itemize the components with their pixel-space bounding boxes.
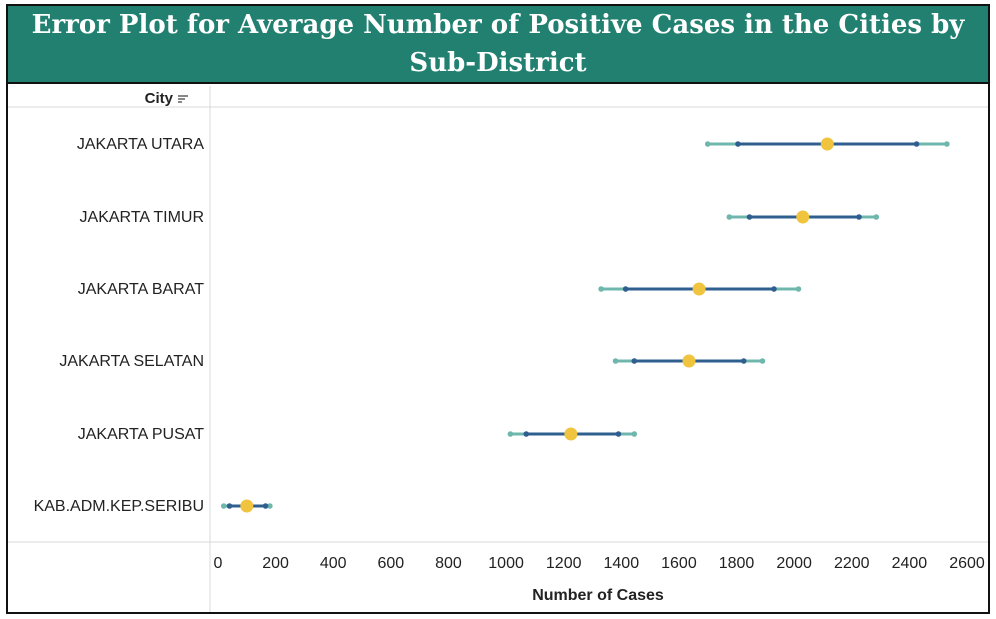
outer-low-point [220,503,227,509]
category-label: JAKARTA BARAT [78,281,204,298]
x-axis-ticks: 0 200 400 600 800 1000 1200 1400 1600 1800 2000 220… [214,555,985,572]
category-labels: JAKARTA UTARA JAKARTA TIMUR JAKARTA BARAT J… [34,136,205,515]
outer-high-point [873,214,880,220]
inner-high-point [740,358,747,364]
inner-high-point [615,431,622,437]
outer-low-point [704,141,711,147]
inner-low-point [226,503,233,509]
category-label: JAKARTA UTARA [77,136,204,153]
inner-low-point [746,214,753,220]
category-label: JAKARTA PUSAT [78,426,204,443]
error-bars [220,137,950,513]
inner-high-point [856,214,862,220]
x-tick-label: 1400 [604,555,640,572]
category-label: JAKARTA SELATAN [59,353,204,370]
x-tick-label: 800 [435,555,462,572]
sort-descending-icon[interactable] [178,95,188,103]
inner-low-point [631,358,638,364]
inner-high-point [913,141,920,147]
category-label: JAKARTA TIMUR [80,209,204,226]
category-label: KAB.ADM.KEP.SERIBU [34,498,204,515]
average-point [682,354,696,368]
average-point [564,427,578,441]
x-tick-label: 1800 [719,555,755,572]
average-point [796,210,810,224]
outer-high-point [759,358,766,364]
inner-high-point [771,286,777,292]
x-tick-label: 2400 [892,555,928,572]
x-tick-label: 400 [320,555,347,572]
x-tick-label: 1000 [488,555,524,572]
inner-high-point [262,503,269,509]
x-tick-label: 1200 [546,555,582,572]
x-tick-label: 1600 [661,555,697,572]
outer-low-point [598,286,604,292]
outer-low-point [507,431,514,437]
outer-high-point [944,141,950,147]
title-banner: Error Plot for Average Number of Positiv… [8,6,988,84]
chart-title: Error Plot for Average Number of Positiv… [31,10,965,78]
x-tick-label: 600 [377,555,404,572]
outer-low-point [726,214,733,220]
chart-frame: Error Plot for Average Number of Positiv… [6,4,990,614]
inner-low-point [622,286,629,292]
x-tick-label: 200 [262,555,289,572]
x-tick-label: 2600 [949,555,985,572]
x-axis-title: Number of Cases [532,587,664,604]
outer-high-point [267,503,273,509]
x-tick-label: 2000 [776,555,812,572]
x-tick-label: 0 [214,555,223,572]
inner-low-point [523,431,530,437]
average-point [820,137,834,151]
error-plot-chart: City Number of Cases 0 200 400 600 800 1000 12… [8,86,988,612]
inner-low-point [735,141,741,147]
outer-high-point [631,431,638,437]
x-tick-label: 2200 [834,555,870,572]
outer-low-point [612,358,619,364]
outer-high-point [795,286,802,292]
average-point [692,282,706,296]
city-header-label[interactable]: City [145,90,174,107]
average-point [240,499,254,513]
